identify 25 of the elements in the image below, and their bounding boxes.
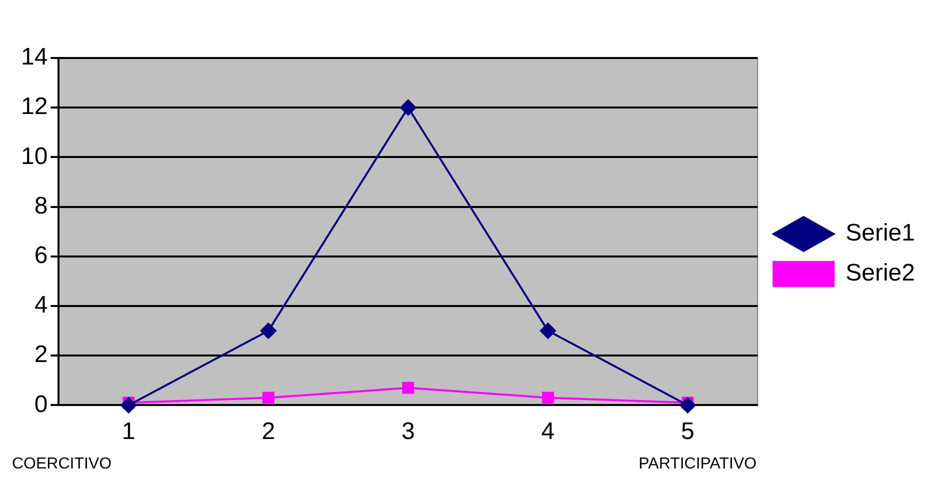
y-tick-label: 0 [34,390,48,418]
x-tick-label: 1 [122,418,136,446]
point [260,322,276,339]
legend-label: Serie2 [846,260,915,287]
legend-label: Serie1 [846,220,915,247]
x-tick-label: 2 [262,418,276,446]
point [680,397,696,414]
y-tick-label: 4 [34,292,48,319]
y-tick-label: 14 [20,44,48,71]
point [262,392,274,404]
point [402,382,414,394]
point [400,100,416,116]
point [120,397,137,414]
x-tick-label: 4 [541,418,555,446]
y-tick-label: 10 [20,142,48,170]
y-tick-label: 8 [34,192,48,220]
x-tick-label: 3 [401,418,415,446]
x-tick-label: 5 [681,418,694,446]
point [542,392,554,404]
y-tick-label: 12 [20,93,48,120]
y-tick-label: 6 [34,242,48,270]
text: COERCITIVO [12,455,112,472]
text: PARTICIPATIVO [638,455,757,472]
y-tick-label: 2 [34,341,48,368]
point [540,322,556,339]
